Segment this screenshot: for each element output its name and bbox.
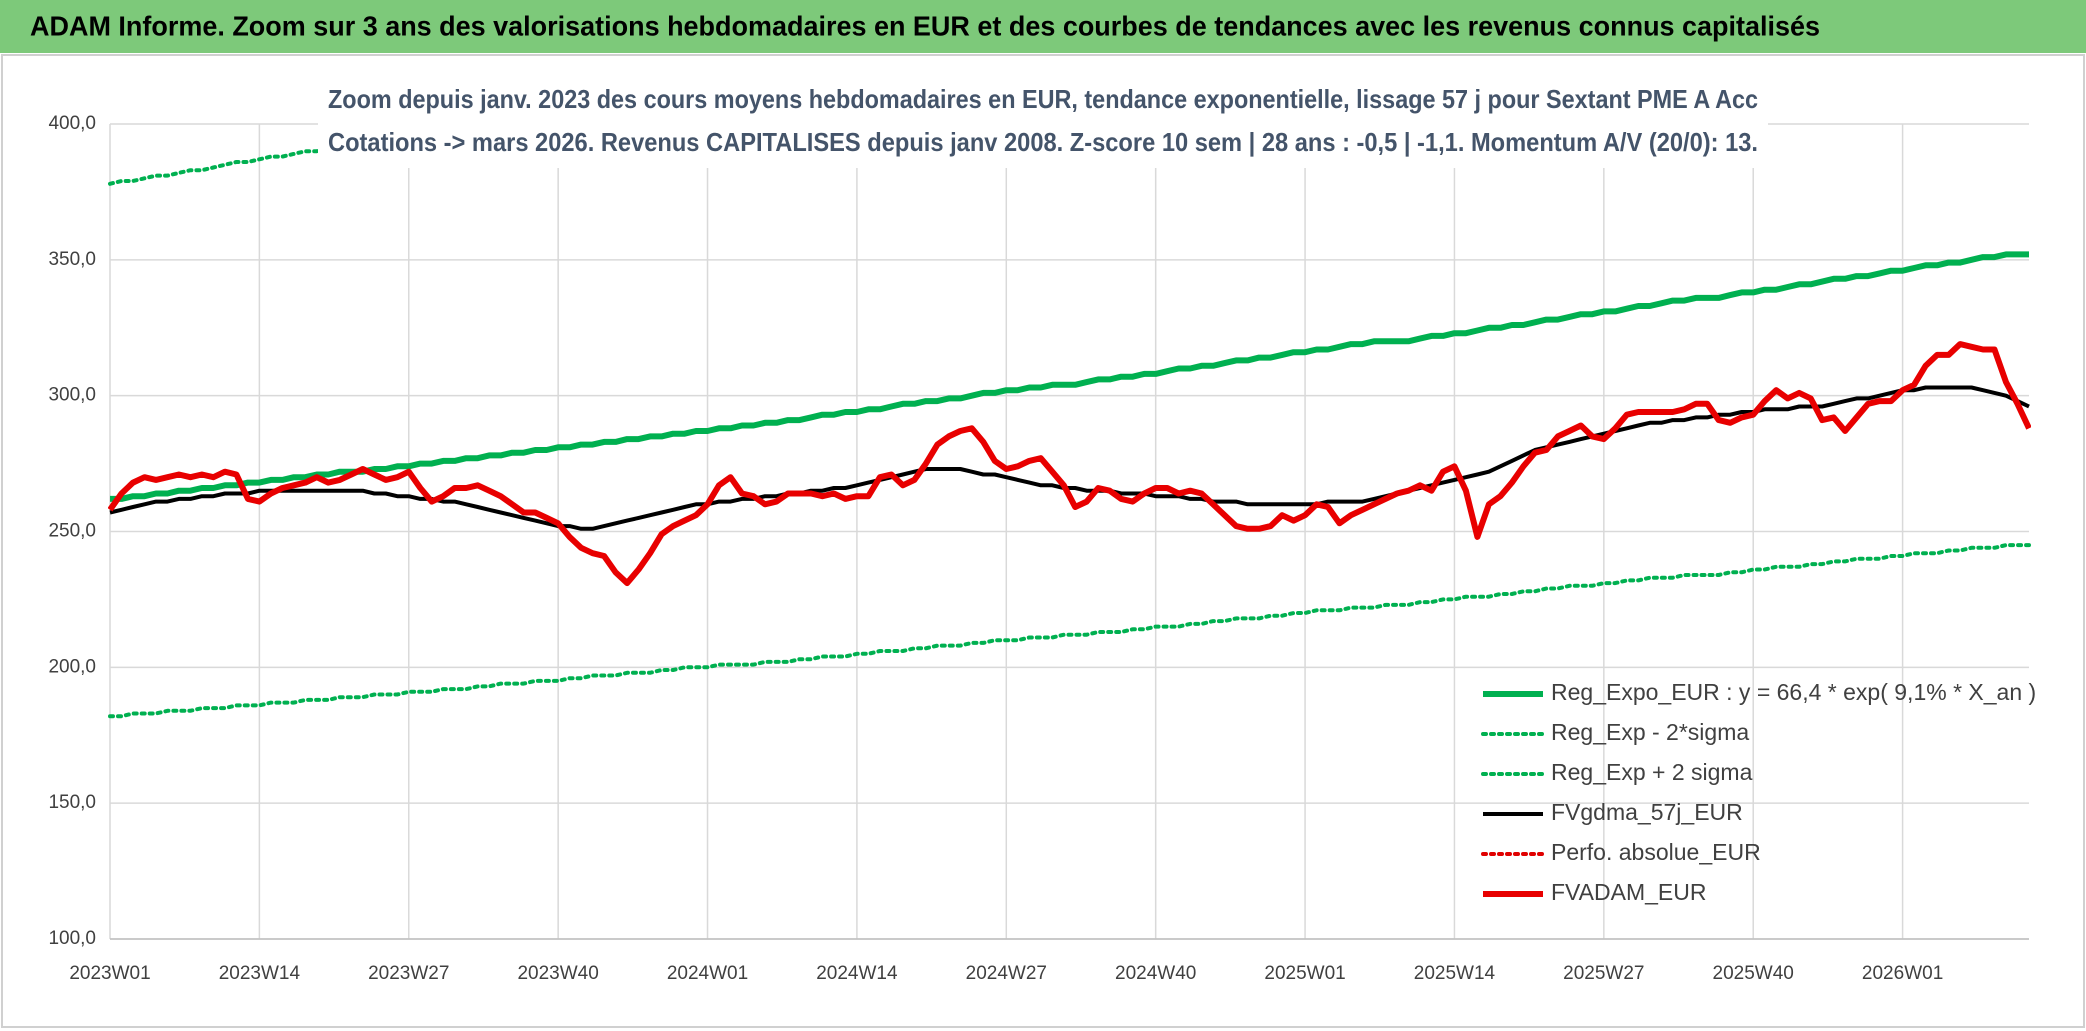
x-tick-label: 2024W40 bbox=[1115, 963, 1196, 984]
x-tick-label: 2024W27 bbox=[966, 963, 1047, 984]
chart-subtitle: Zoom depuis janv. 2023 des cours moyens … bbox=[328, 84, 1758, 114]
series-line bbox=[108, 543, 2031, 719]
chart-frame bbox=[1, 54, 2085, 1028]
legend-label: FVgdma_57j_EUR bbox=[1551, 799, 1743, 825]
x-tick-label: 2025W27 bbox=[1563, 963, 1644, 984]
y-tick-label: 400,0 bbox=[48, 113, 96, 134]
x-tick-label: 2023W01 bbox=[69, 963, 150, 984]
x-tick-label: 2025W01 bbox=[1264, 963, 1345, 984]
legend-label: Reg_Exp + 2 sigma bbox=[1551, 759, 1753, 785]
x-tick-label: 2023W40 bbox=[517, 963, 598, 984]
x-tick-label: 2025W14 bbox=[1414, 963, 1496, 984]
x-tick-label: 2023W14 bbox=[219, 963, 301, 984]
title-bar bbox=[0, 0, 2086, 53]
y-tick-label: 250,0 bbox=[48, 521, 96, 542]
chart-title: ADAM Informe. Zoom sur 3 ans des valoris… bbox=[30, 10, 1820, 41]
y-tick-label: 150,0 bbox=[48, 792, 96, 813]
y-tick-label: 350,0 bbox=[48, 249, 96, 270]
subtitle-box bbox=[318, 80, 1768, 168]
series-line bbox=[108, 341, 2031, 587]
x-tick-label: 2023W27 bbox=[368, 963, 449, 984]
x-tick-label: 2026W01 bbox=[1862, 963, 1943, 984]
legend-label: Reg_Exp - 2*sigma bbox=[1551, 719, 1749, 745]
y-tick-label: 300,0 bbox=[48, 385, 96, 406]
x-tick-label: 2024W14 bbox=[816, 963, 898, 984]
y-tick-label: 100,0 bbox=[48, 928, 96, 949]
legend-label: Reg_Expo_EUR : y = 66,4 * exp( 9,1% * X_… bbox=[1551, 679, 2036, 705]
series-line bbox=[110, 251, 2029, 502]
legend-label: FVADAM_EUR bbox=[1551, 879, 1707, 905]
legend-label: Perfo. absolue_EUR bbox=[1551, 839, 1761, 865]
y-tick-label: 200,0 bbox=[48, 656, 96, 677]
x-tick-label: 2024W01 bbox=[667, 963, 748, 984]
x-tick-label: 2025W40 bbox=[1713, 963, 1794, 984]
chart-subtitle: Cotations -> mars 2026. Revenus CAPITALI… bbox=[328, 127, 1758, 157]
